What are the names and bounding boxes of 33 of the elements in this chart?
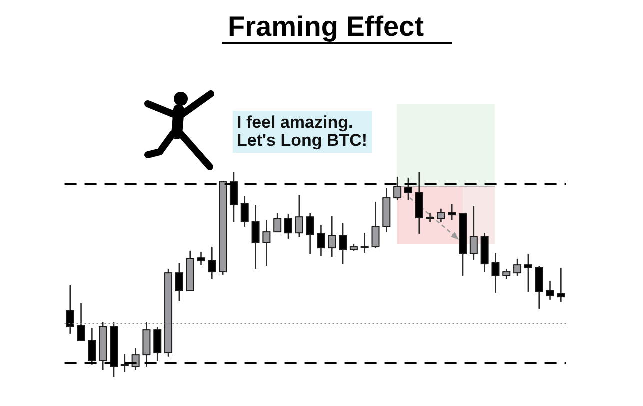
- candlestick: [197, 251, 206, 266]
- candlestick: [284, 213, 293, 240]
- candlestick: [175, 262, 184, 302]
- candlestick: [437, 208, 446, 223]
- candlestick: [535, 265, 544, 310]
- candlestick: [502, 268, 511, 280]
- candlestick: [514, 258, 522, 277]
- candlestick: [240, 195, 249, 228]
- candlestick: [426, 212, 434, 223]
- candlestick: [295, 194, 304, 238]
- candlestick: [262, 219, 271, 267]
- candlestick: [77, 302, 86, 342]
- candlestick: [208, 246, 216, 280]
- chart-title: Framing Effect: [222, 11, 452, 42]
- candlestick: [339, 222, 348, 265]
- candlestick: [448, 203, 456, 221]
- candlestick: [132, 347, 140, 371]
- candlestick: [524, 253, 532, 293]
- candlestick: [394, 176, 402, 201]
- candlestick: [274, 212, 282, 233]
- candlestick: [306, 212, 314, 255]
- candlestick: [492, 252, 500, 294]
- candlestick: [328, 215, 336, 258]
- candlestick: [66, 284, 74, 335]
- candlestick: [557, 267, 566, 303]
- candlestick: [317, 224, 326, 257]
- candlestick: [154, 326, 162, 362]
- candlestick: [372, 201, 380, 249]
- candlestick: [252, 204, 260, 270]
- candlestick: [360, 232, 369, 254]
- text: I feel amazing. Let's Long BTC!: [233, 111, 372, 153]
- candlestick: [470, 205, 478, 261]
- candlestick: [546, 280, 554, 301]
